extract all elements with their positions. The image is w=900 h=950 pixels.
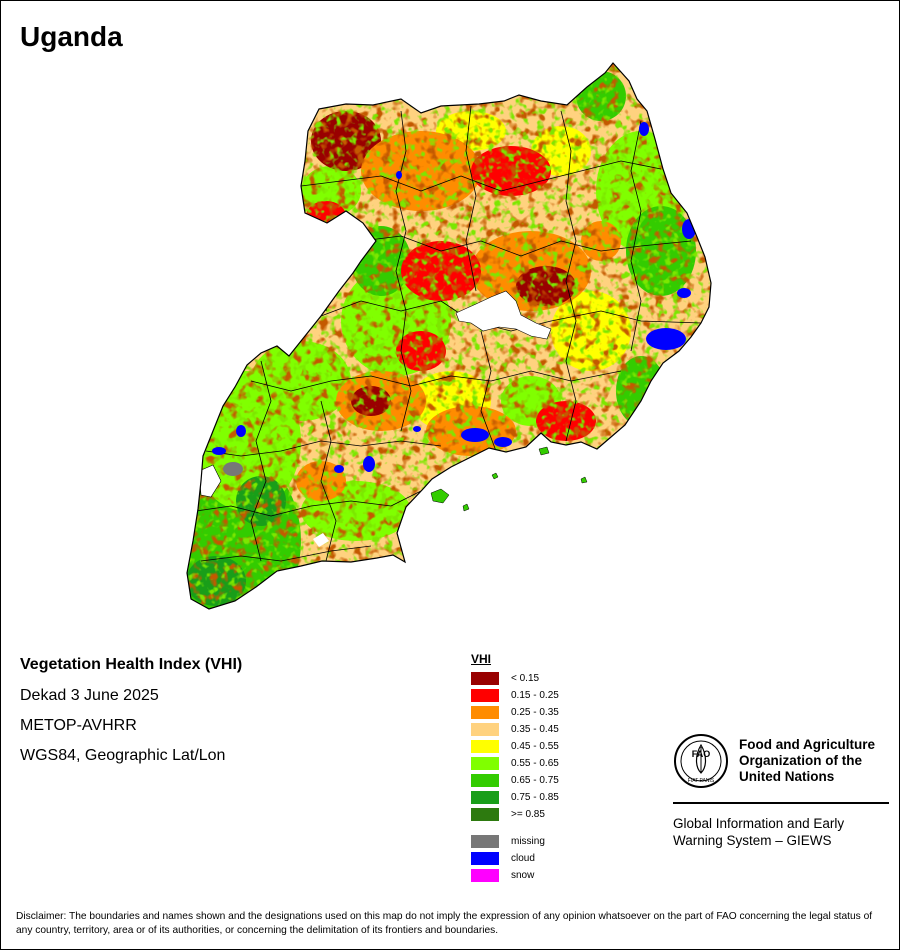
- legend-swatch: [471, 757, 499, 770]
- legend-row: cloud: [471, 850, 535, 867]
- legend-row: 0.25 - 0.35: [471, 704, 559, 721]
- legend-label: 0.35 - 0.45: [511, 724, 559, 735]
- legend-swatch: [471, 774, 499, 787]
- fao-emblem-letters: FAO: [692, 749, 711, 759]
- legend-title: VHI: [471, 652, 492, 666]
- legend-row: 0.45 - 0.55: [471, 738, 559, 755]
- legend-swatch: [471, 791, 499, 804]
- fao-emblem-icon: FAO FIAT PANIS: [674, 734, 728, 788]
- cloud-cover: [212, 122, 696, 473]
- program-name-line: Warning System – GIEWS: [673, 833, 832, 848]
- legend-row: 0.35 - 0.45: [471, 721, 559, 738]
- legend-row: 0.55 - 0.65: [471, 755, 559, 772]
- map-info: Vegetation Health Index (VHI) Dekad 3 Ju…: [20, 656, 242, 777]
- legend-label: 0.55 - 0.65: [511, 758, 559, 769]
- organization-name-line: United Nations: [739, 769, 835, 784]
- legend-label: 0.65 - 0.75: [511, 775, 559, 786]
- lake-southwest: [313, 533, 329, 547]
- program-name: Global Information and Early Warning Sys…: [673, 815, 844, 849]
- lake-victoria-islands: [430, 446, 588, 512]
- legend-swatch: [471, 852, 499, 865]
- projection-info: WGS84, Geographic Lat/Lon: [20, 747, 226, 764]
- branding-divider: [673, 802, 889, 804]
- legend-swatch: [471, 723, 499, 736]
- legend-label: 0.75 - 0.85: [511, 792, 559, 803]
- legend-label: missing: [511, 836, 545, 847]
- legend-row: 0.15 - 0.25: [471, 687, 559, 704]
- legend-label: 0.15 - 0.25: [511, 690, 559, 701]
- legend-swatch: [471, 740, 499, 753]
- time-period: Dekad 3 June 2025: [20, 687, 159, 704]
- legend-swatch: [471, 808, 499, 821]
- fao-emblem-motto: FIAT PANIS: [688, 778, 715, 784]
- legend-label: snow: [511, 870, 535, 881]
- vhi-legend: VHI < 0.15 0.15 - 0.25 0.25 - 0.35 0.35 - 0…: [471, 652, 559, 884]
- legend-row: < 0.15: [471, 670, 539, 687]
- sensor-name: METOP-AVHRR: [20, 717, 137, 734]
- organization-name: Food and Agriculture Organization of the…: [739, 737, 875, 785]
- lake-kyoga: [455, 290, 552, 340]
- missing-data-patch: [223, 462, 243, 476]
- legend-label: 0.45 - 0.55: [511, 741, 559, 752]
- legend-swatch: [471, 869, 499, 882]
- organization-name-line: Food and Agriculture: [739, 737, 875, 752]
- legend-label: < 0.15: [511, 673, 540, 684]
- legend-row: 0.65 - 0.75: [471, 772, 559, 789]
- disclaimer-text: Disclaimer: The boundaries and names sho…: [16, 911, 873, 936]
- legend-row: missing: [471, 833, 545, 850]
- legend-row: snow: [471, 867, 534, 884]
- legend-label: 0.25 - 0.35: [511, 707, 559, 718]
- legend-row: >= 0.85: [471, 806, 545, 823]
- program-name-line: Global Information and Early: [673, 816, 845, 831]
- legend-row: 0.75 - 0.85: [471, 789, 559, 806]
- legend-swatch: [471, 706, 499, 719]
- vhi-texture-green: [187, 63, 711, 609]
- organization-name-line: Organization of the: [739, 753, 862, 768]
- legend-label: cloud: [511, 853, 535, 864]
- index-name: Vegetation Health Index (VHI): [20, 656, 243, 673]
- lake-western: [198, 464, 222, 498]
- vhi-map: [186, 62, 712, 610]
- legend-swatch: [471, 689, 499, 702]
- legend-label: >= 0.85: [511, 809, 545, 820]
- legend-swatch: [471, 835, 499, 848]
- map-title: Uganda: [20, 21, 123, 52]
- legend-swatch: [471, 672, 499, 685]
